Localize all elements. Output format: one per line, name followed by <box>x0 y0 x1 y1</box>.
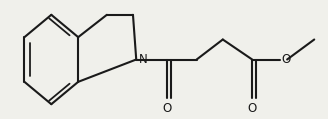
Text: O: O <box>248 102 257 115</box>
Text: N: N <box>139 53 148 66</box>
Text: O: O <box>163 102 172 115</box>
Text: O: O <box>281 53 291 66</box>
